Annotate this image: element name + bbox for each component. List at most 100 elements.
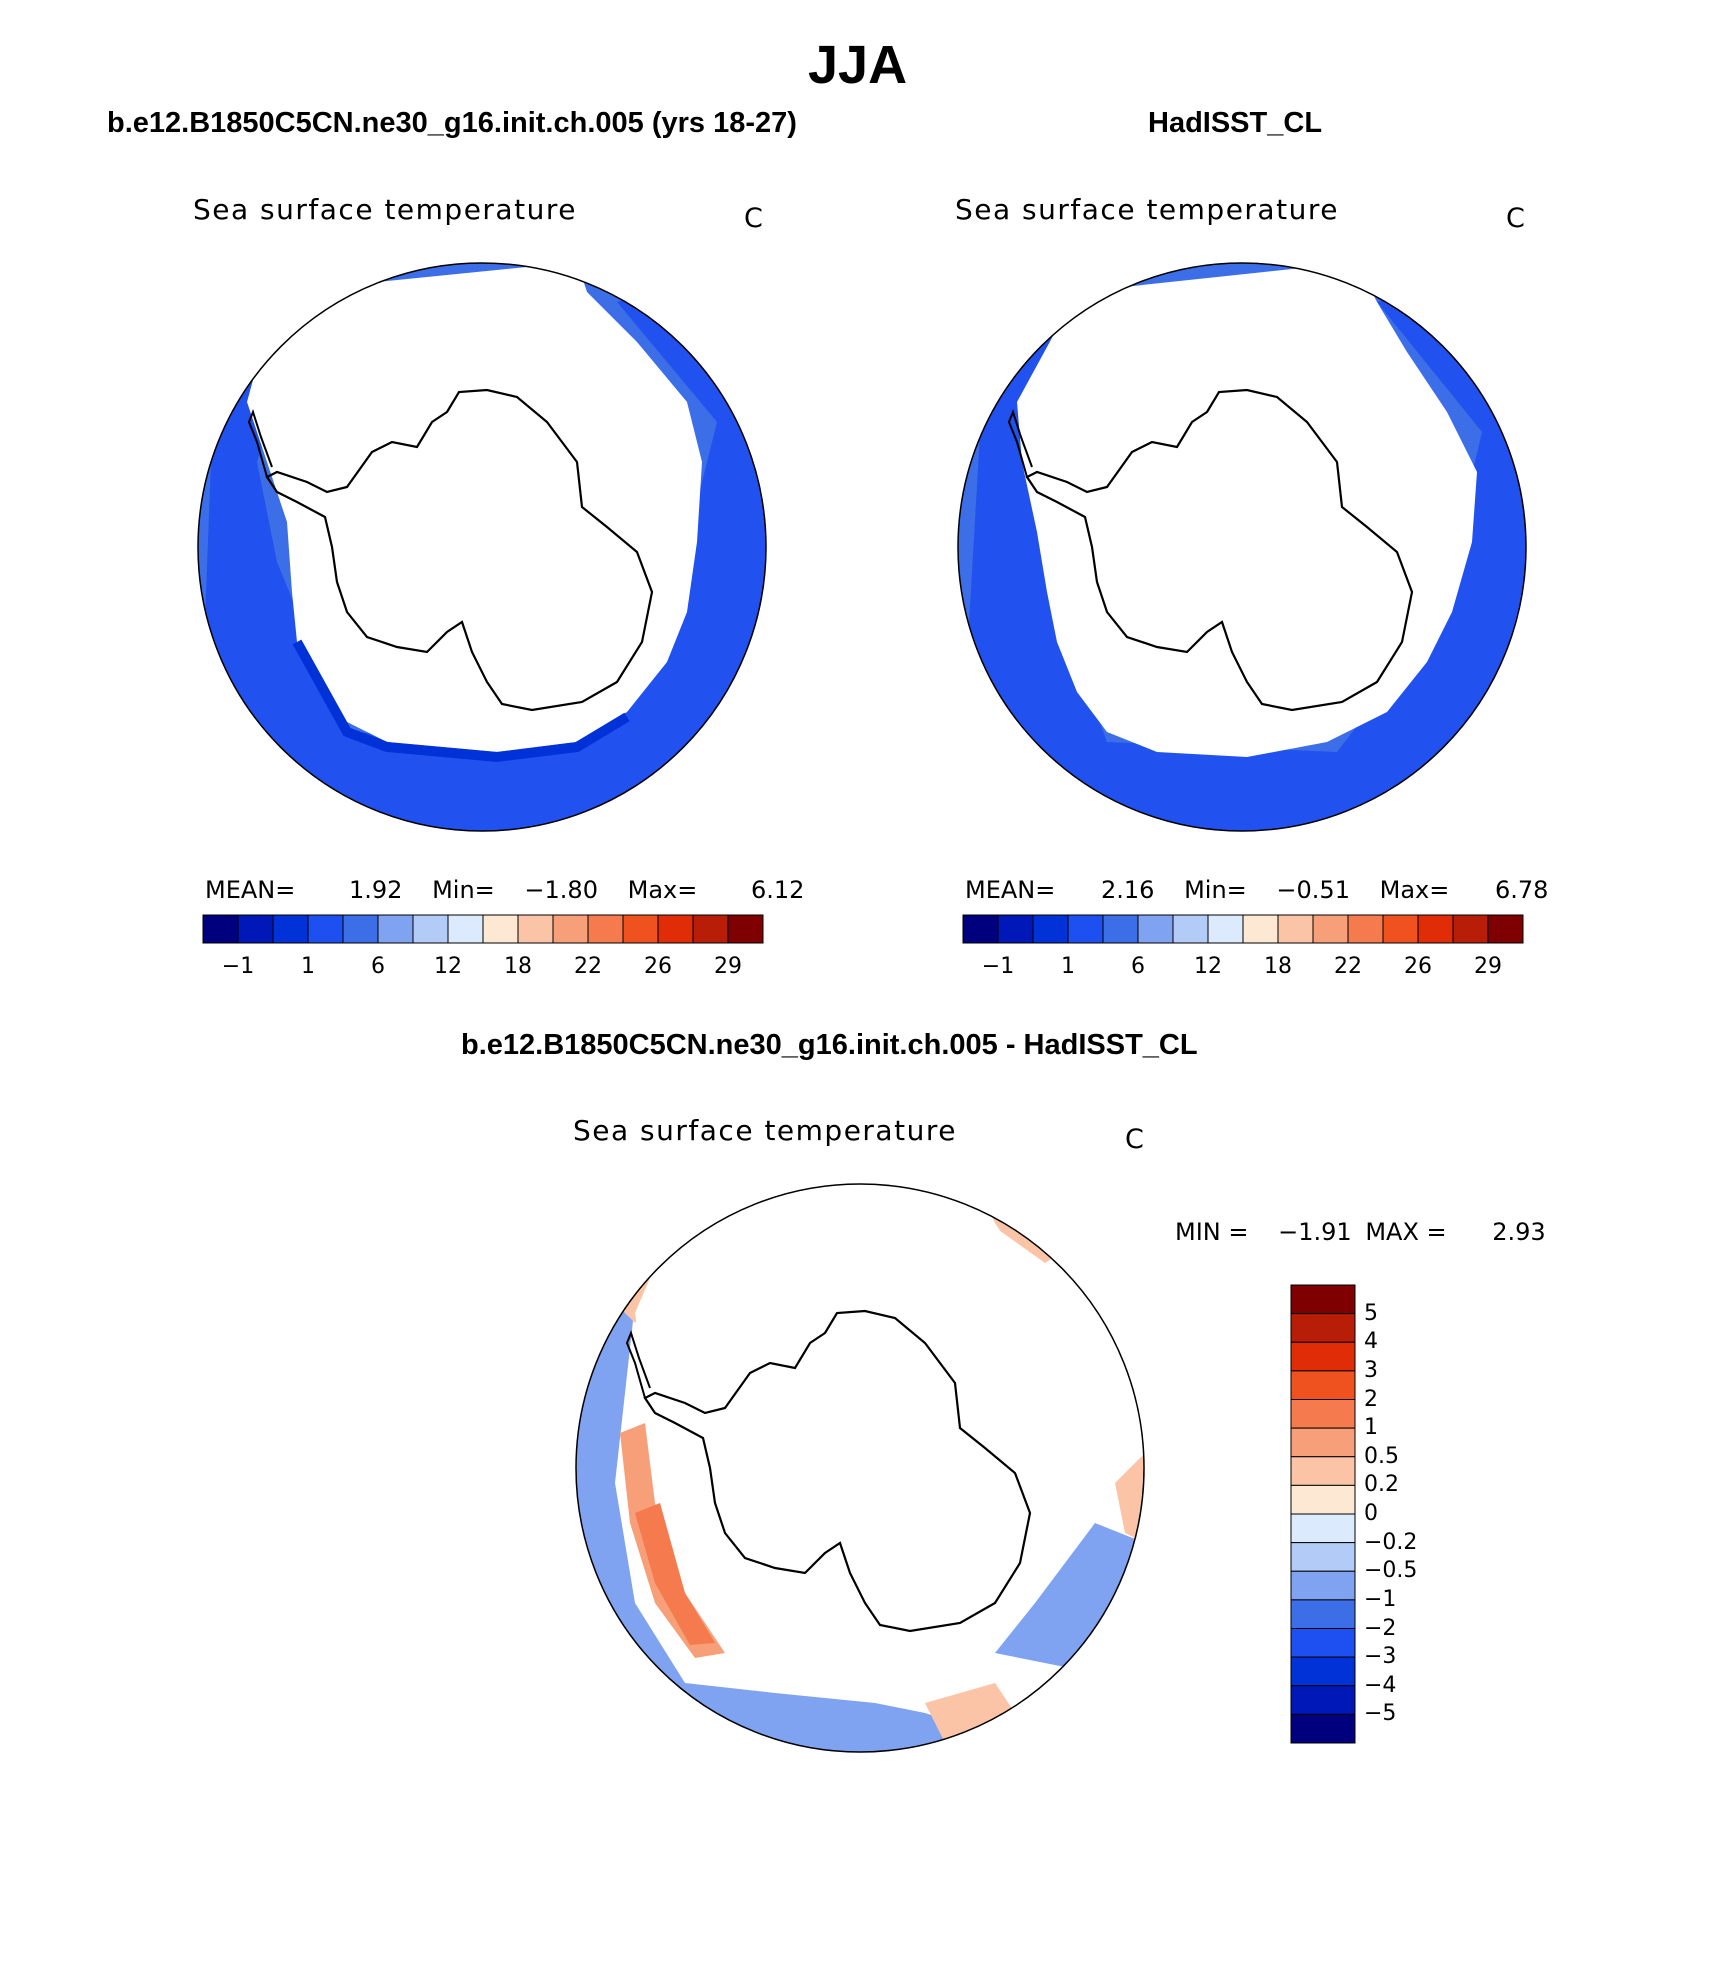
min-value: −1.80	[524, 876, 598, 904]
colorbar-tick-label: 0	[1364, 1501, 1378, 1526]
colorbar-tick-label: 2	[1364, 1386, 1378, 1412]
colorbar-swatch	[552, 914, 589, 944]
antarctica-outline	[1025, 388, 1414, 712]
ice-region	[1017, 263, 1477, 757]
colorbar-swatch	[962, 914, 999, 944]
coast-edge	[292, 639, 630, 763]
colorbar-tick-label: 5	[1364, 1300, 1378, 1326]
colorbar-swatch	[517, 914, 554, 944]
colorbar-swatch	[1487, 914, 1524, 944]
colorbar-swatch	[657, 914, 694, 944]
polar-map	[575, 1183, 1145, 1753]
colorbar-swatch	[1290, 1399, 1356, 1429]
peninsula-outline	[1007, 409, 1033, 478]
colorbar-tick-label: 12	[1194, 954, 1222, 979]
max-label: MAX =	[1365, 1218, 1447, 1246]
colorbar-swatch	[447, 914, 484, 944]
stats-line: MEAN= 1.92 Min= −1.80 Max= 6.12	[205, 876, 804, 904]
colorbar-swatch	[1290, 1341, 1356, 1372]
mean-label: MEAN=	[965, 876, 1056, 904]
colorbar-vertical	[1290, 1284, 1356, 1744]
stats-line: MIN = −1.91 MAX = 2.93	[1175, 1218, 1546, 1246]
units-label: C	[1125, 1124, 1144, 1155]
colorbar-tick-label: 3	[1364, 1357, 1378, 1383]
mean-label: MEAN=	[205, 876, 296, 904]
max-value: 2.93	[1492, 1218, 1546, 1246]
colorbar-tick-label: −1	[221, 954, 255, 979]
colorbar-swatch	[1172, 914, 1209, 944]
colorbar-swatch	[1290, 1370, 1356, 1400]
colorbar-tick-label: 1	[301, 954, 315, 979]
anomaly-warm-west	[620, 1423, 725, 1658]
colorbar-tick-label: 4	[1364, 1329, 1378, 1355]
colorbar-swatch	[1290, 1685, 1356, 1715]
colorbar-swatch	[622, 914, 659, 944]
colorbar-swatch	[1102, 914, 1139, 944]
colorbar-tick-label: 22	[1334, 954, 1362, 979]
panel-title: HadISST_CL	[1148, 107, 1323, 139]
variable-name: Sea surface temperature	[193, 193, 577, 226]
colorbar-swatch	[1290, 1513, 1356, 1544]
colorbar-tick-label: 0.2	[1364, 1472, 1399, 1498]
colorbar-labels: 5 4 3 2 1 0.5 0.2 0 −0.2 −0.5 −1 −2 −3 −4 −5	[1364, 1285, 1484, 1745]
polar-map	[957, 262, 1527, 832]
mean-value: 1.92	[349, 876, 403, 904]
colorbar-tick-label: 26	[1404, 954, 1432, 979]
max-value: 6.78	[1494, 876, 1549, 904]
colorbar-swatch	[1290, 1427, 1356, 1458]
colorbar-swatch	[1207, 914, 1244, 944]
anomaly-warm-east	[1115, 1453, 1144, 1543]
anomaly-warm-core	[635, 1503, 715, 1645]
colorbar-swatch	[1290, 1484, 1356, 1515]
colorbar-swatch	[1137, 914, 1174, 944]
max-label: Max=	[1379, 876, 1450, 904]
figure-title: JJA	[808, 35, 908, 95]
colorbar-tick-label: 12	[434, 954, 462, 979]
colorbar-swatch	[1242, 914, 1279, 944]
max-value: 6.12	[750, 876, 805, 904]
min-label: Min=	[1184, 876, 1247, 904]
panel-title: b.e12.B1850C5CN.ne30_g16.init.ch.005 - H…	[461, 1029, 1198, 1061]
colorbar-tick-label: −1	[981, 954, 1015, 979]
colorbar-tick-label: 26	[644, 954, 672, 979]
anomaly-warm-south	[925, 1683, 1015, 1743]
colorbar-swatch	[1290, 1542, 1356, 1572]
colorbar-swatch	[1290, 1284, 1356, 1315]
colorbar-swatch	[1417, 914, 1454, 944]
antarctica-outline	[643, 1309, 1032, 1633]
colorbar-swatch	[237, 914, 274, 944]
colorbar-labels: −1 1 6 12 18 22 26 29	[963, 954, 1523, 984]
colorbar	[962, 914, 1524, 944]
colorbar-tick-label: 1	[1364, 1415, 1378, 1441]
colorbar-swatch	[272, 914, 309, 944]
colorbar-swatch	[1382, 914, 1419, 944]
colorbar-swatch	[587, 914, 624, 944]
colorbar-swatch	[1290, 1456, 1356, 1486]
colorbar-swatch	[1290, 1628, 1356, 1658]
stats-line: MEAN= 2.16 Min= −0.51 Max= 6.78	[965, 876, 1548, 904]
colorbar-tick-label: 29	[714, 954, 742, 979]
colorbar-swatch	[1290, 1313, 1356, 1343]
peninsula-outline	[625, 1330, 651, 1399]
colorbar-swatch	[1290, 1713, 1356, 1744]
colorbar-swatch	[997, 914, 1034, 944]
colorbar-swatch	[482, 914, 519, 944]
colorbar-tick-label: 6	[371, 954, 385, 979]
min-label: MIN =	[1175, 1218, 1249, 1246]
colorbar-tick-label: −0.2	[1364, 1529, 1418, 1555]
colorbar-swatch	[1277, 914, 1314, 944]
colorbar-labels: −1 1 6 12 18 22 26 29	[203, 954, 763, 984]
colorbar-tick-label: 22	[574, 954, 602, 979]
colorbar-tick-label: −5	[1364, 1701, 1397, 1727]
panel-title: b.e12.B1850C5CN.ne30_g16.init.ch.005 (yr…	[107, 107, 797, 139]
min-label: Min=	[432, 876, 495, 904]
mean-value: 2.16	[1101, 876, 1155, 904]
colorbar-tick-label: 18	[504, 954, 532, 979]
polar-map	[197, 262, 767, 832]
colorbar-swatch	[1290, 1570, 1356, 1601]
colorbar-swatch	[342, 914, 379, 944]
colorbar-tick-label: −4	[1364, 1672, 1397, 1698]
units-label: C	[1506, 203, 1525, 234]
colorbar-swatch	[412, 914, 449, 944]
colorbar-tick-label: −2	[1364, 1615, 1397, 1641]
